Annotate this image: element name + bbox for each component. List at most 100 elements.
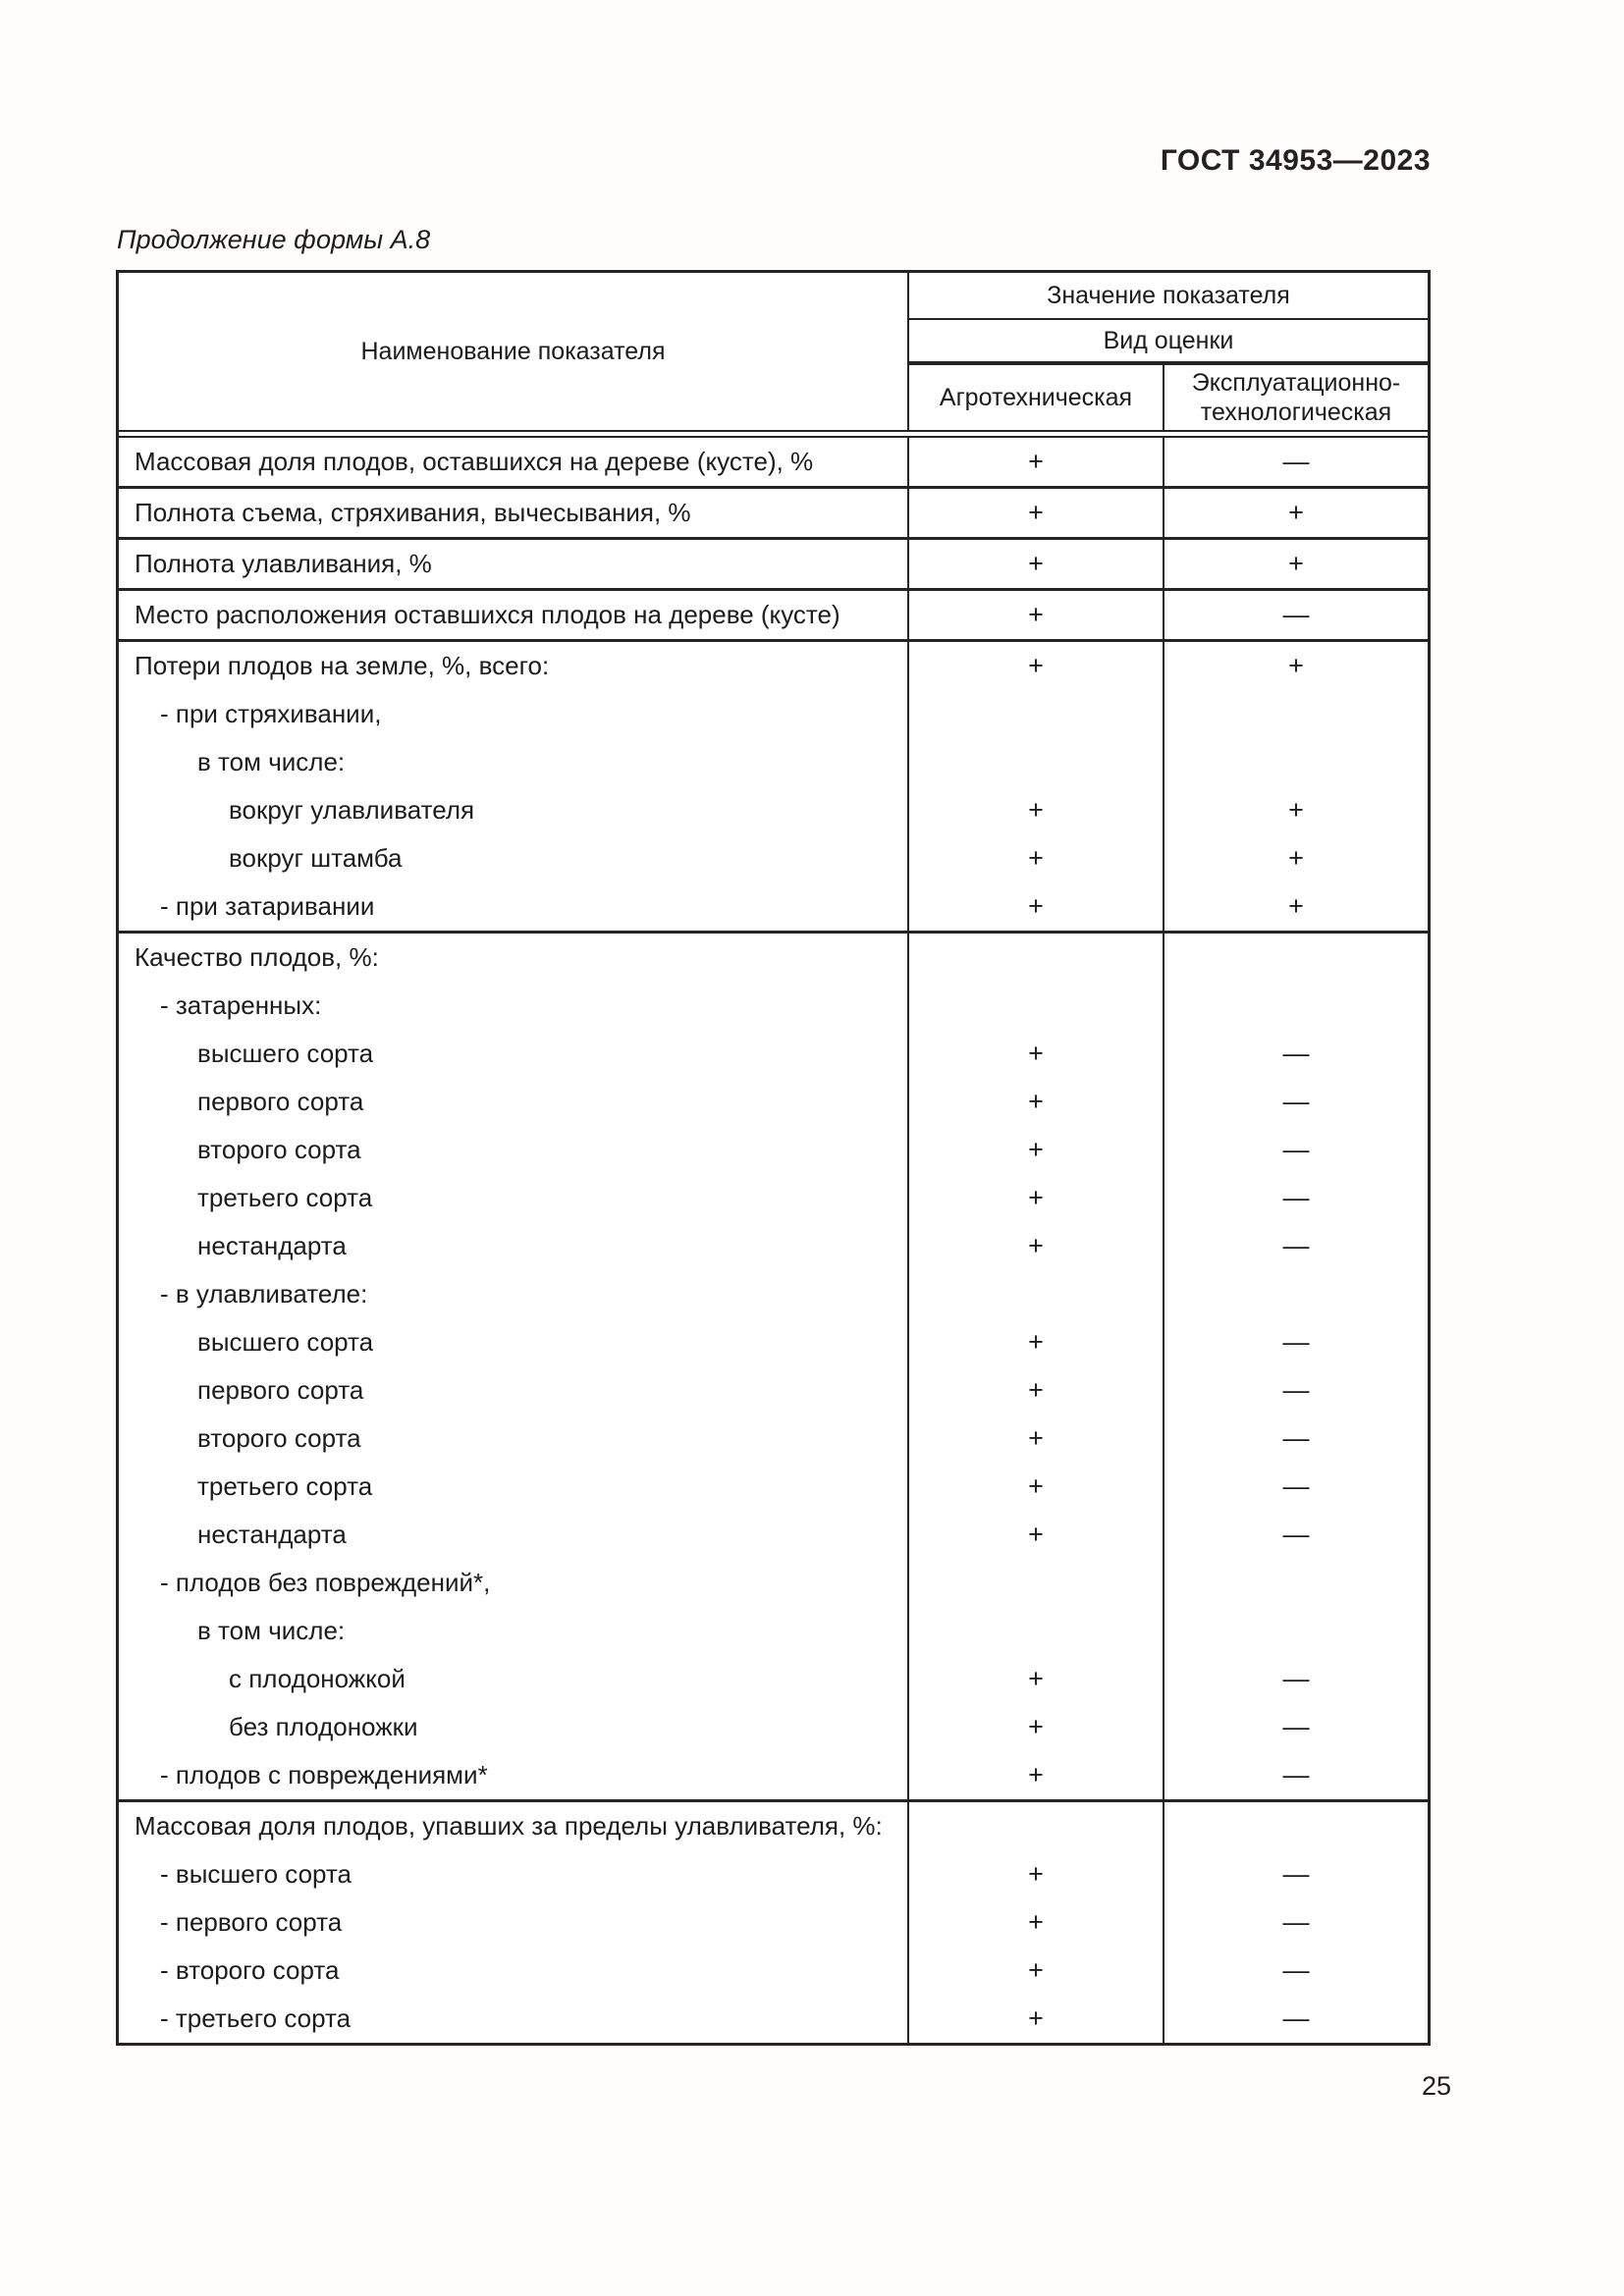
value-agrotechnical [909, 690, 1164, 738]
table-row: - третьего сорта + — [119, 1995, 1428, 2043]
table-row: высшего сорта + — [119, 1318, 1428, 1366]
row-label: Массовая доля плодов, упавших за пределы… [119, 1802, 909, 1850]
value-agrotechnical: + [909, 642, 1164, 690]
value-operational-technological [1164, 738, 1428, 786]
table-row: - второго сорта + — [119, 1947, 1428, 1995]
row-label: Потери плодов на земле, %, всего: [119, 642, 909, 690]
value-operational-technological: — [1282, 1859, 1310, 1889]
value-agrotechnical: + [909, 1078, 1164, 1126]
table-row: в том числе: [119, 1607, 1428, 1655]
value-agrotechnical: + [909, 786, 1164, 834]
value-operational-technological [1164, 1270, 1428, 1318]
value-agrotechnical: + [909, 1318, 1164, 1366]
value-agrotechnical [909, 982, 1164, 1030]
page-number: 25 [1421, 2071, 1451, 2101]
table-row: второго сорта + — [119, 1126, 1428, 1174]
row-label: второго сорта [119, 1126, 909, 1174]
value-agrotechnical [909, 1607, 1164, 1655]
table-row: Полнота улавливания, % + + [119, 540, 1428, 588]
header-separator-double-rule [119, 430, 1428, 438]
col-header-evaluation-kind: Вид оценки [909, 320, 1428, 365]
value-operational-technological: — [1282, 1520, 1310, 1549]
value-agrotechnical: + [909, 1703, 1164, 1751]
table-row: - первого сорта + — [119, 1898, 1428, 1947]
table-row: третьего сорта + — [119, 1174, 1428, 1222]
value-operational-technological: + [1288, 651, 1304, 680]
table-row: вокруг штамба + + [119, 834, 1428, 882]
value-agrotechnical: + [909, 540, 1164, 588]
value-agrotechnical: + [909, 1366, 1164, 1415]
value-agrotechnical: + [909, 1995, 1164, 2043]
col-header-indicator-value: Значение показателя [909, 273, 1428, 320]
value-operational-technological: — [1282, 1760, 1310, 1789]
value-operational-technological: + [1288, 891, 1304, 921]
table-section: Потери плодов на земле, %, всего: + + - при… [119, 642, 1428, 934]
evaluation-subheaders: Агротехническая Эксплуатационно- техноло… [909, 365, 1428, 430]
row-label: третьего сорта [119, 1174, 909, 1222]
value-agrotechnical: + [909, 1174, 1164, 1222]
row-label: - второго сорта [119, 1947, 909, 1995]
value-operational-technological: — [1282, 1423, 1310, 1453]
value-operational-technological: — [1282, 1183, 1310, 1212]
row-label: - третьего сорта [119, 1995, 909, 2043]
value-operational-technological: + [1288, 843, 1304, 873]
row-label: - плодов без повреждений*, [119, 1559, 909, 1607]
row-label: третьего сорта [119, 1463, 909, 1511]
row-label: Место расположения оставшихся плодов на … [119, 591, 909, 639]
value-operational-technological: — [1282, 600, 1310, 629]
table-row: - при стряхивании, [119, 690, 1428, 738]
table-row: высшего сорта + — [119, 1030, 1428, 1078]
table-row: без плодоножки + — [119, 1703, 1428, 1751]
table-row: - при затаривании + + [119, 882, 1428, 931]
value-operational-technological: — [1282, 1039, 1310, 1068]
table-row: Полнота съема, стряхивания, вычесывания,… [119, 489, 1428, 537]
row-label: в том числе: [119, 1607, 909, 1655]
value-operational-technological: + [1288, 549, 1304, 578]
value-operational-technological: — [1282, 1712, 1310, 1741]
value-agrotechnical [909, 738, 1164, 786]
value-agrotechnical: + [909, 1415, 1164, 1463]
table-section: Качество плодов, %: - затаренных: высшего … [119, 934, 1428, 1802]
table-row: с плодоножкой + — [119, 1655, 1428, 1703]
form-caption: Продолжение формы А.8 [117, 225, 431, 254]
value-operational-technological [1164, 690, 1428, 738]
value-agrotechnical [909, 934, 1164, 982]
value-operational-technological: — [1282, 1664, 1310, 1693]
value-operational-technological: + [1288, 795, 1304, 825]
row-label: - в улавливателе: [119, 1270, 909, 1318]
table-section: Полнота улавливания, % + + [119, 540, 1428, 591]
value-operational-technological [1164, 1559, 1428, 1607]
value-agrotechnical: + [909, 1511, 1164, 1559]
row-label: второго сорта [119, 1415, 909, 1463]
row-label: с плодоножкой [119, 1655, 909, 1703]
value-agrotechnical: + [909, 1655, 1164, 1703]
row-label: вокруг улавливателя [119, 786, 909, 834]
row-label: нестандарта [119, 1222, 909, 1270]
standard-reference: ГОСТ 34953—2023 [1160, 144, 1431, 177]
value-operational-technological [1164, 934, 1428, 982]
row-label: Полнота съема, стряхивания, вычесывания,… [119, 489, 909, 537]
value-agrotechnical: + [909, 1463, 1164, 1511]
row-label: без плодоножки [119, 1703, 909, 1751]
value-agrotechnical [909, 1559, 1164, 1607]
row-label: высшего сорта [119, 1318, 909, 1366]
row-label: нестандарта [119, 1511, 909, 1559]
table-row: - высшего сорта + — [119, 1850, 1428, 1898]
row-label: Полнота улавливания, % [119, 540, 909, 588]
table-row: первого сорта + — [119, 1366, 1428, 1415]
value-operational-technological: — [1282, 1471, 1310, 1501]
table-header: Наименование показателя Значение показат… [119, 273, 1428, 430]
table-row: Массовая доля плодов, оставшихся на дере… [119, 438, 1428, 486]
value-agrotechnical [909, 1802, 1164, 1850]
value-operational-technological: — [1282, 1327, 1310, 1357]
table-row: третьего сорта + — [119, 1463, 1428, 1511]
value-operational-technological: — [1282, 1087, 1310, 1116]
row-label: - плодов с повреждениями* [119, 1751, 909, 1799]
value-operational-technological: — [1282, 1231, 1310, 1260]
table-section: Массовая доля плодов, оставшихся на дере… [119, 438, 1428, 489]
row-label: Качество плодов, %: [119, 934, 909, 982]
table-row: - в улавливателе: [119, 1270, 1428, 1318]
table-row: Массовая доля плодов, упавших за пределы… [119, 1802, 1428, 1850]
table-row: в том числе: [119, 738, 1428, 786]
